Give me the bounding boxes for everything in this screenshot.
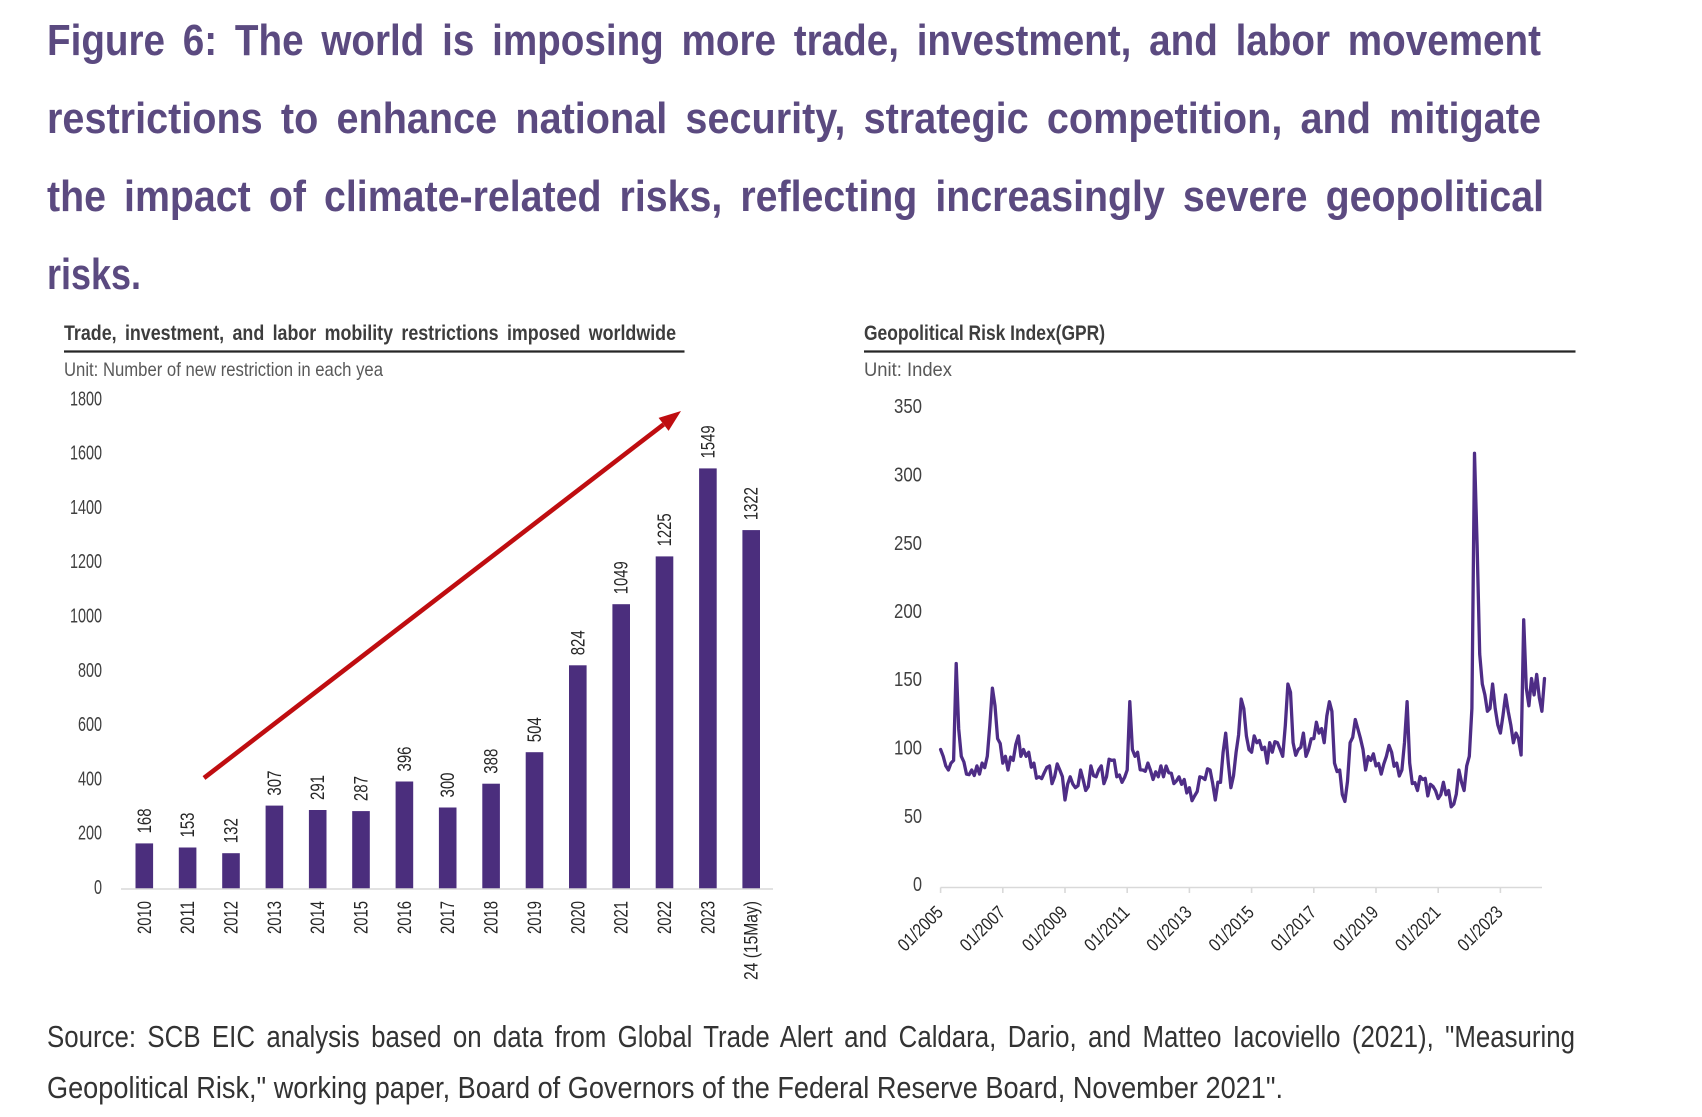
svg-text:1200: 1200: [70, 550, 102, 573]
svg-text:1400: 1400: [70, 496, 102, 519]
svg-text:Figure 6: The world is imposin: Figure 6: The world is imposing more tra…: [47, 16, 1541, 65]
svg-text:400: 400: [78, 767, 102, 790]
svg-text:300: 300: [894, 464, 922, 487]
svg-text:Geopolitical Risk," working pa: Geopolitical Risk," working paper, Board…: [47, 1070, 1283, 1105]
svg-text:1049: 1049: [612, 561, 633, 594]
svg-text:Unit: Index: Unit: Index: [864, 359, 952, 381]
svg-text:01/2011: 01/2011: [1080, 901, 1134, 955]
svg-text:01/2017: 01/2017: [1266, 901, 1320, 955]
svg-text:Trade, investment, and labor m: Trade, investment, and labor mobility re…: [64, 322, 676, 345]
svg-text:100: 100: [894, 737, 922, 760]
svg-text:the impact of climate-related: the impact of climate-related risks, ref…: [47, 172, 1544, 221]
svg-text:01/2009: 01/2009: [1018, 901, 1072, 955]
svg-text:2010: 2010: [135, 901, 156, 934]
svg-text:01/2015: 01/2015: [1204, 901, 1258, 955]
svg-text:1322: 1322: [742, 487, 763, 520]
svg-text:0: 0: [94, 876, 102, 899]
svg-text:2018: 2018: [482, 901, 503, 934]
svg-text:2023: 2023: [698, 901, 719, 934]
svg-text:287: 287: [352, 776, 373, 801]
svg-text:Unit: Number of new restrictio: Unit: Number of new restriction in each …: [64, 359, 383, 381]
svg-text:01/2005: 01/2005: [893, 901, 947, 955]
svg-text:01/2013: 01/2013: [1142, 901, 1196, 955]
svg-text:2022: 2022: [655, 901, 676, 934]
svg-text:1549: 1549: [698, 425, 719, 458]
svg-text:824: 824: [568, 630, 589, 655]
svg-text:risks.: risks.: [47, 250, 141, 299]
svg-text:200: 200: [894, 600, 922, 623]
svg-text:396: 396: [395, 747, 416, 772]
svg-text:restrictions to enhance nation: restrictions to enhance national securit…: [47, 94, 1541, 143]
svg-text:2015: 2015: [352, 901, 373, 934]
svg-text:600: 600: [78, 713, 102, 736]
svg-text:0: 0: [913, 873, 922, 896]
svg-text:307: 307: [265, 771, 286, 796]
svg-text:150: 150: [894, 668, 922, 691]
svg-text:300: 300: [438, 773, 459, 798]
svg-text:2017: 2017: [438, 901, 459, 934]
svg-text:350: 350: [894, 395, 922, 418]
svg-text:Geopolitical Risk Index(GPR): Geopolitical Risk Index(GPR): [864, 322, 1105, 345]
svg-text:800: 800: [78, 659, 102, 682]
svg-text:01/2007: 01/2007: [955, 901, 1009, 955]
svg-text:2014: 2014: [308, 901, 329, 934]
svg-text:1000: 1000: [70, 605, 102, 628]
svg-text:200: 200: [78, 822, 102, 845]
svg-text:2021: 2021: [612, 901, 633, 934]
svg-text:388: 388: [482, 749, 503, 774]
svg-text:2011: 2011: [178, 901, 199, 934]
svg-text:01/2019: 01/2019: [1329, 901, 1383, 955]
svg-text:24 (15May): 24 (15May): [742, 901, 763, 980]
svg-text:1225: 1225: [655, 513, 676, 546]
svg-text:1800: 1800: [70, 387, 102, 410]
svg-text:504: 504: [525, 717, 546, 742]
svg-text:2019: 2019: [525, 901, 546, 934]
svg-text:2016: 2016: [395, 901, 416, 934]
svg-text:01/2023: 01/2023: [1453, 901, 1507, 955]
svg-text:2012: 2012: [222, 901, 243, 934]
svg-text:01/2021: 01/2021: [1391, 901, 1445, 955]
svg-text:250: 250: [894, 532, 922, 555]
svg-text:291: 291: [308, 775, 329, 800]
svg-text:2013: 2013: [265, 901, 286, 934]
svg-text:132: 132: [222, 818, 243, 843]
svg-text:168: 168: [135, 808, 156, 833]
svg-text:50: 50: [904, 805, 922, 828]
svg-text:Source: SCB EIC analysis based: Source: SCB EIC analysis based on data f…: [47, 1019, 1575, 1054]
svg-text:2020: 2020: [568, 901, 589, 934]
svg-text:1600: 1600: [70, 442, 102, 465]
svg-text:153: 153: [178, 813, 199, 838]
